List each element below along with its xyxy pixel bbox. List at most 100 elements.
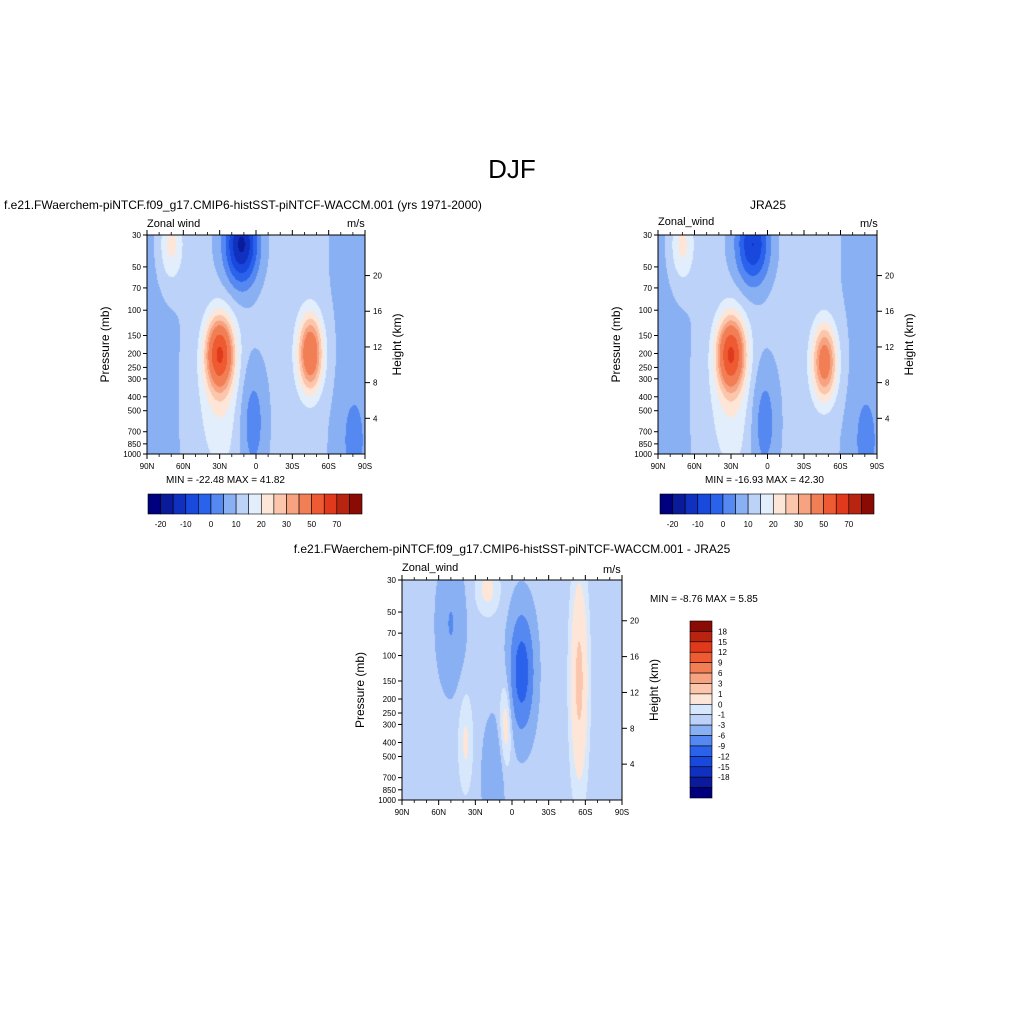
figure-title: DJF [488,154,536,184]
panel3: 90N 60N 30N 0 30S 60S 90S 30 50 70 100 150 200 250 300… [353,575,661,817]
panel3-xtick-label: 0 [510,808,515,817]
panel1-colorbar-box [198,493,212,515]
panel3-colorbar-label: -6 [718,732,726,741]
panel2-colorbar-label: 0 [721,520,726,529]
panel2-colorbar-box [861,493,875,515]
panel1-colorbar-label: 50 [307,520,316,529]
panel1-xtick-label: 60N [176,462,191,471]
panel1-colorbar-label: 20 [257,520,266,529]
panel2-colorbar-box [823,493,837,515]
panel1-xtick-label: 60S [322,462,336,471]
panel2-y2label: Height (km) [902,313,916,375]
panel1-ytick-label: 70 [132,284,141,293]
panel2-ytick-label: 200 [639,349,653,358]
panel1-y2tick-label: 8 [373,379,378,388]
panel3-colorbar-box [689,662,713,674]
panel3-units: m/s [603,564,621,576]
panel2-xtick-label: 0 [765,462,770,471]
panel3-ytick-label: 50 [387,608,396,617]
panel3-colorbar-box [689,620,713,632]
panel3-colorbar-label: -9 [718,742,726,751]
panel1: 90N 60N 30N 0 30S 60S 90S 30 50 70 100 150 200 250 300… [98,230,404,471]
panel3-y2tick-label: 12 [630,688,639,697]
panel3-ytick-label: 150 [383,677,397,686]
panel1-colorbar-box [160,493,174,515]
panel3-colorbar-box [689,787,713,799]
panel3-colorbar-box [689,651,713,663]
panel2-left-label: Zonal_wind [658,216,715,228]
panel1-y2label: Height (km) [390,313,404,375]
panel3-ytick-label: 850 [383,786,397,795]
panel2-xtick-label: 60N [687,462,702,471]
panel3-colorbar-label: -15 [718,763,730,772]
panel2-xtick-label: 60S [833,462,847,471]
panel1-colorbar-box [298,493,312,515]
panel2-colorbar-box [798,493,812,515]
panel3-ytick-label: 500 [383,753,397,762]
panel1-y2tick-label: 20 [373,272,382,281]
panel3-colorbar-box [689,672,713,684]
panel3-colorbar-box [689,641,713,653]
panel3-colorbar-box [689,631,713,643]
panel2-ytick-label: 1000 [634,450,652,459]
panel1-ytick-label: 1000 [123,450,141,459]
panel3-y2tick-label: 20 [630,617,639,626]
panel2-ytick-label: 70 [643,284,652,293]
panel3-colorbar-box [689,745,713,757]
panel3-colorbar-box [689,683,713,695]
panel2-colorbar-box [785,493,799,515]
panel2-field [658,235,877,454]
panel3-xtick-label: 90N [395,808,410,817]
panel1-ytick-label: 250 [128,363,142,372]
panel3-xtick-label: 30S [542,808,556,817]
panel2: 90N 60N 30N 0 30S 60S 90S 30 50 70 100 150 200 250 300… [609,230,916,471]
panel3-colorbar-label: -1 [718,711,726,720]
panel3-colorbar-label: 18 [718,627,727,636]
panel2-colorbar-label: 70 [844,520,853,529]
panel2-ytick-label: 150 [639,332,653,341]
panel2-minmax: MIN = -16.93 MAX = 42.30 [705,475,824,486]
panel1-colorbar-label: -20 [155,520,167,529]
panel3-colorbar-label: 15 [718,638,727,647]
panel3-y2tick-label: 4 [630,760,635,769]
panel2-units: m/s [860,218,878,230]
panel3-minmax: MIN = -8.76 MAX = 5.85 [650,594,758,605]
panel2-title: JRA25 [749,198,787,212]
panel3-colorbar-box [689,756,713,768]
panel2-colorbar-label: -20 [667,520,679,529]
panel1-ytick-label: 500 [128,407,142,416]
panel1-title: f.e21.FWaerchem-piNTCF.f09_g17.CMIP6-his… [4,198,482,212]
panel1-colorbar-box [248,493,262,515]
panel1-ytick-label: 150 [128,332,142,341]
panel1-colorbar-label: 10 [232,520,241,529]
panel1-colorbar-label: -10 [180,520,192,529]
panel3-colorbar-box [689,724,713,736]
panel2-y2tick-label: 20 [885,272,894,281]
panel3-y2tick-label: 16 [630,653,639,662]
panel3-y2label: Height (km) [647,659,661,721]
panel2-xtick-label: 30N [724,462,739,471]
panel3-colorbar-label: 6 [718,669,723,678]
panel2-colorbar-box [747,493,762,515]
panel2-colorbar-label: 50 [819,520,828,529]
panel3-ytick-label: 300 [383,720,397,729]
panel2-ytick-label: 100 [639,306,653,315]
panel2-colorbar-label: 30 [794,520,803,529]
panel1-colorbar-box [185,493,199,515]
panel2-colorbar-box [710,493,724,515]
panel2-colorbar-box [810,493,824,515]
panel3-y2tick-label: 8 [630,724,635,733]
panel2-xtick-label: 30S [797,462,811,471]
panel2-colorbar-box [848,493,862,515]
panel3-xtick-label: 60N [431,808,446,817]
panel1-colorbar-label: 0 [209,520,214,529]
panel2-y2tick-label: 8 [885,379,890,388]
panel2-colorbar-box [735,493,749,515]
panel2-y2tick-label: 12 [885,343,894,352]
panel1-ytick-label: 200 [128,349,142,358]
panel3-ytick-label: 250 [383,709,397,718]
panel2-colorbar-box [684,493,699,515]
panel3-title: f.e21.FWaerchem-piNTCF.f09_g17.CMIP6-his… [293,542,731,556]
panel1-colorbar-box [260,493,275,515]
